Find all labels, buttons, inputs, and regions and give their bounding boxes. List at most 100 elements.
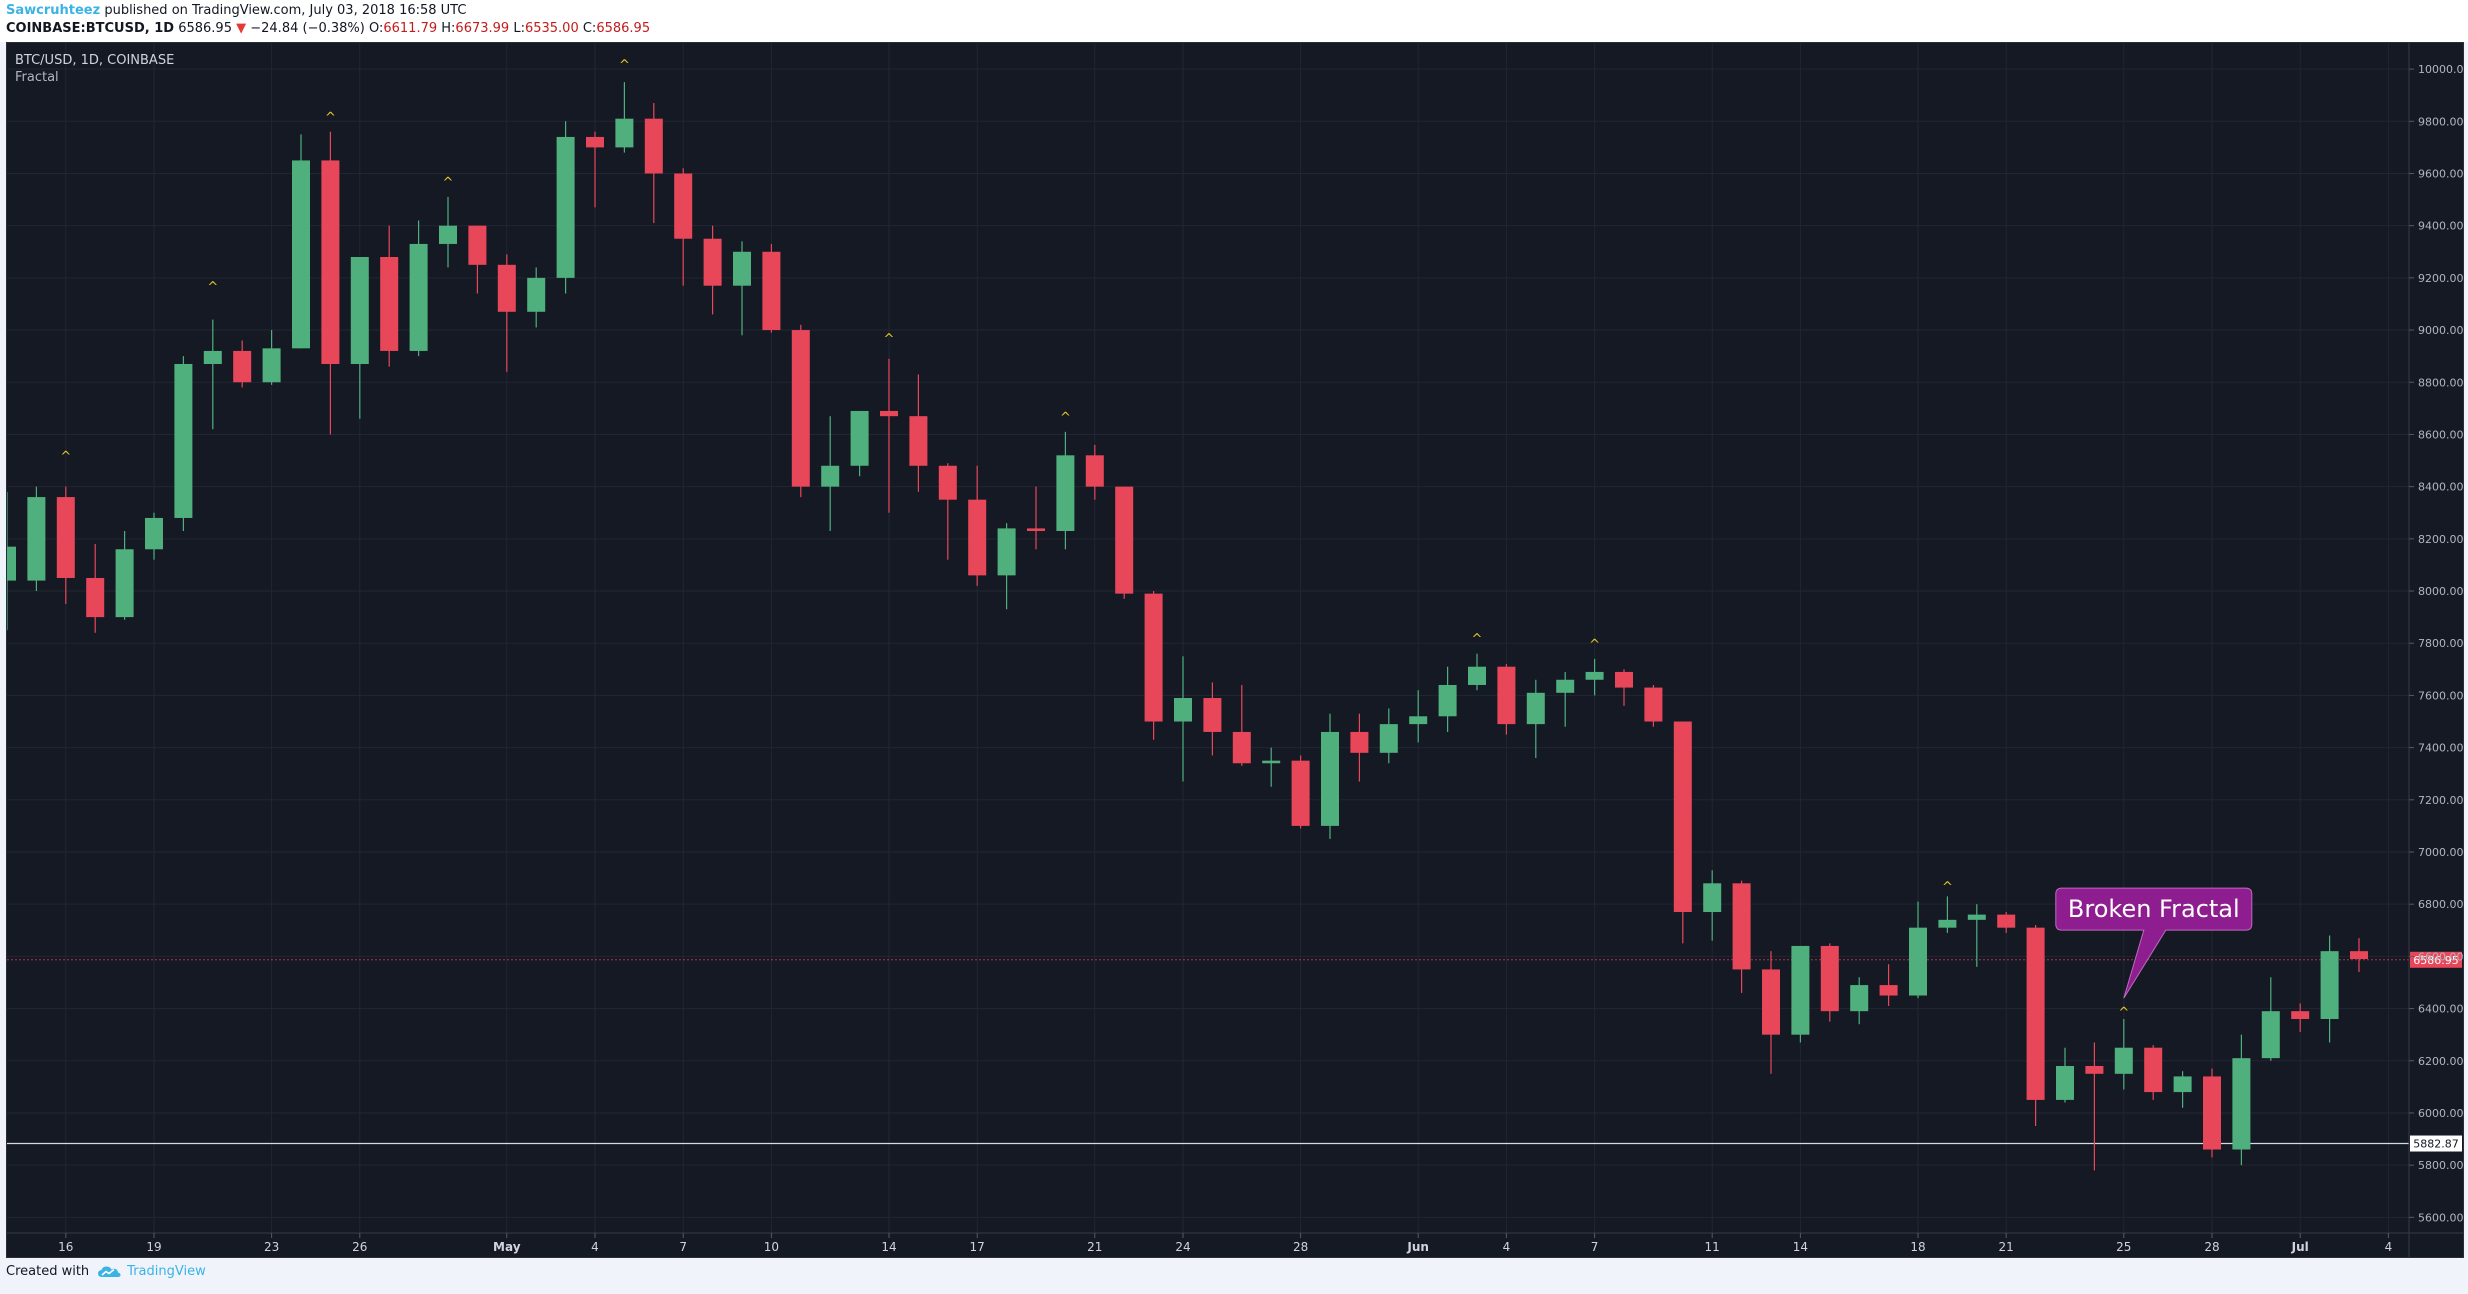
- y-tick-label: 7800.00: [2418, 637, 2463, 650]
- candle: [468, 225, 487, 294]
- candle-body: [2056, 1065, 2074, 1100]
- candle: [2085, 1042, 2104, 1171]
- candle-body: [615, 118, 634, 148]
- x-tick-label: 19: [146, 1240, 161, 1254]
- candle: [1321, 713, 1339, 839]
- candle-body: [1673, 721, 1692, 913]
- candle-body: [86, 577, 105, 618]
- open-label: O:: [368, 21, 384, 36]
- y-tick-label: 6800.00: [2418, 898, 2463, 911]
- publish-line: Sawcruhteez published on TradingView.com…: [6, 3, 466, 18]
- candle: [27, 486, 46, 592]
- fractal-up-marker: ^: [443, 176, 454, 191]
- candle-body: [1585, 671, 1604, 680]
- candle-body: [1056, 455, 1075, 532]
- candle: [497, 254, 516, 372]
- candle-body: [2203, 1076, 2221, 1150]
- candle-body: [56, 497, 75, 578]
- candle: [2350, 938, 2368, 973]
- candle-body: [762, 251, 781, 331]
- x-tick-label: 25: [2116, 1240, 2131, 1254]
- y-tick-label: 9000.00: [2418, 324, 2463, 337]
- candle: [1703, 870, 1722, 941]
- author-link[interactable]: Sawcruhteez: [6, 3, 101, 18]
- x-tick-label: 7: [1591, 1240, 1599, 1254]
- x-tick-label: 14: [881, 1240, 896, 1254]
- x-tick-label: 17: [970, 1240, 985, 1254]
- candle-body: [1115, 486, 1134, 594]
- fractal-up-marker: ^: [1589, 637, 1600, 652]
- x-tick-label: 16: [58, 1240, 73, 1254]
- candle: [2114, 1019, 2133, 1090]
- candle-body: [1967, 914, 1986, 920]
- candle: [56, 486, 75, 605]
- tradingview-logo[interactable]: TradingView: [97, 1264, 206, 1279]
- candle: [2261, 977, 2280, 1061]
- candle: [1556, 671, 1575, 727]
- candle-body: [2261, 1011, 2280, 1059]
- candle-body: [350, 256, 369, 364]
- candle-body: [497, 264, 516, 312]
- candle-body: [1291, 760, 1310, 826]
- candle: [1850, 977, 1869, 1025]
- candle-body: [1791, 945, 1810, 1035]
- candle-body: [733, 251, 751, 286]
- y-tick-label: 9200.00: [2418, 272, 2463, 285]
- y-tick-label: 7400.00: [2418, 742, 2463, 755]
- candle: [1585, 658, 1604, 696]
- candle-body: [644, 118, 663, 174]
- fractal-up-marker: ^: [207, 280, 218, 295]
- x-tick-label: Jul: [2291, 1240, 2309, 1254]
- candle-body: [1232, 731, 1251, 764]
- candle-body: [1615, 671, 1633, 688]
- candle: [1027, 486, 1045, 550]
- current-price-label: 6586.95: [2413, 954, 2459, 967]
- candle: [1085, 444, 1104, 500]
- candle: [1203, 682, 1222, 756]
- x-tick-label: 4: [591, 1240, 599, 1254]
- candle: [2232, 1034, 2251, 1166]
- candle: [1967, 904, 1986, 967]
- candle: [2026, 925, 2045, 1127]
- candle-body: [1350, 731, 1369, 753]
- price-change: −24.84 (−0.38%): [250, 21, 365, 36]
- candle: [527, 267, 546, 328]
- high-value: 6673.99: [455, 21, 510, 36]
- fractals-layer: ^ ^ ^ ^ ^ ^ ^ ^ ^ ^ ^: [60, 58, 2129, 1020]
- candle: [115, 531, 134, 620]
- candle: [2320, 935, 2339, 1043]
- candle: [2144, 1045, 2163, 1100]
- candle-body: [1085, 455, 1104, 487]
- low-label: L:: [513, 21, 525, 36]
- candle-body: [968, 499, 987, 576]
- candle-body: [1762, 969, 1780, 1035]
- candle: [1232, 684, 1251, 766]
- x-tick-label: 23: [264, 1240, 279, 1254]
- candle: [1938, 896, 1957, 933]
- candle: [938, 463, 957, 560]
- candle-body: [2320, 951, 2339, 1020]
- x-tick-label: 7: [679, 1240, 687, 1254]
- fractal-up-marker: ^: [2118, 1005, 2129, 1020]
- candle: [1673, 721, 1692, 944]
- candle: [1909, 901, 1927, 999]
- x-tick-label: 4: [2385, 1240, 2393, 1254]
- candle-body: [1497, 666, 1516, 725]
- candle: [233, 340, 252, 388]
- chart-pane[interactable]: 5882.87 6586.95 ^ ^ ^ ^ ^ ^ ^ ^ ^ ^ ^ 5600.00 5800.0…: [0, 42, 2468, 1258]
- candle: [1644, 684, 1663, 727]
- candle-body: [909, 416, 928, 466]
- candle: [615, 82, 634, 153]
- candle: [292, 134, 310, 349]
- candle: [968, 465, 987, 586]
- candle-body: [233, 350, 252, 383]
- x-tick-label: 24: [1175, 1240, 1190, 1254]
- candle: [703, 225, 722, 315]
- candle-body: [468, 225, 487, 265]
- candle-body: [1027, 528, 1045, 532]
- y-tick-label: 7000.00: [2418, 846, 2463, 859]
- close-label: C:: [582, 21, 597, 36]
- candlestick-chart[interactable]: 5882.87 6586.95 ^ ^ ^ ^ ^ ^ ^ ^ ^ ^ ^ 5600.00 5800.0…: [0, 43, 2468, 1257]
- candle: [1056, 431, 1075, 550]
- candle: [1997, 912, 2016, 933]
